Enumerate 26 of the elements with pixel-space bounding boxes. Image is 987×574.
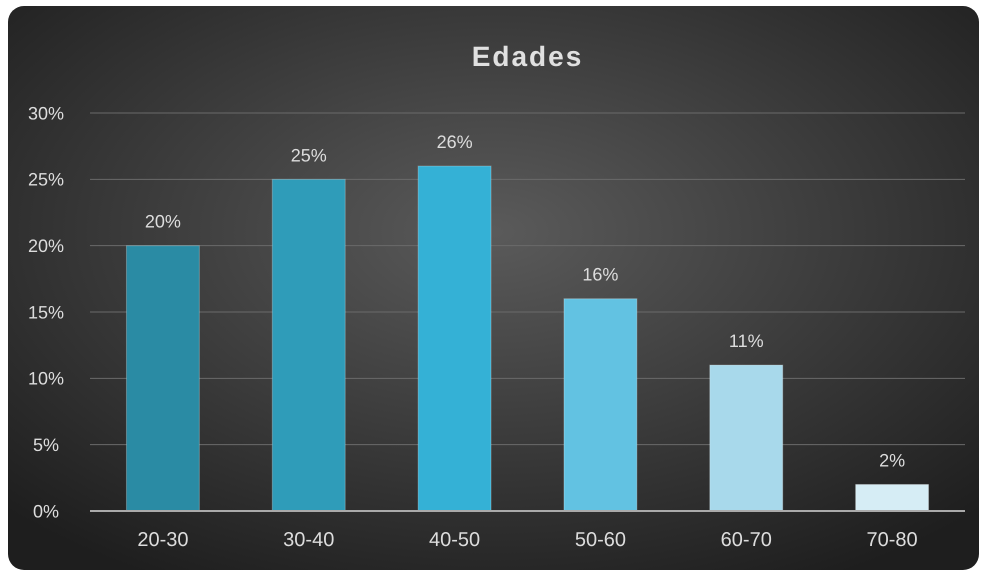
y-tick-label: 15% — [28, 302, 64, 322]
y-tick-label: 20% — [28, 236, 64, 256]
x-tick-label: 60-70 — [720, 529, 772, 551]
data-label: 2% — [879, 450, 906, 470]
bar — [709, 364, 784, 512]
data-label: 25% — [290, 145, 327, 166]
x-tick-label: 40-50 — [429, 529, 480, 551]
data-label: 26% — [436, 132, 473, 152]
bar — [855, 484, 930, 512]
x-tick-label: 70-80 — [866, 529, 918, 551]
y-tick-label: 5% — [32, 434, 60, 455]
bar — [418, 166, 492, 512]
bar — [272, 178, 346, 512]
bar — [126, 245, 200, 512]
data-label: 20% — [144, 212, 181, 232]
bar — [563, 298, 638, 512]
data-label: 16% — [582, 264, 618, 285]
y-tick-label: 0% — [32, 501, 60, 522]
chart-title: Edades — [472, 41, 584, 72]
data-label: 11% — [728, 331, 764, 352]
x-tick-label: 20-30 — [137, 529, 188, 551]
x-tick-label: 30-40 — [283, 529, 334, 551]
x-tick-label: 50-60 — [574, 529, 626, 551]
y-tick-label: 30% — [28, 103, 64, 124]
y-tick-label: 10% — [28, 368, 64, 389]
y-tick-label: 25% — [28, 170, 64, 190]
